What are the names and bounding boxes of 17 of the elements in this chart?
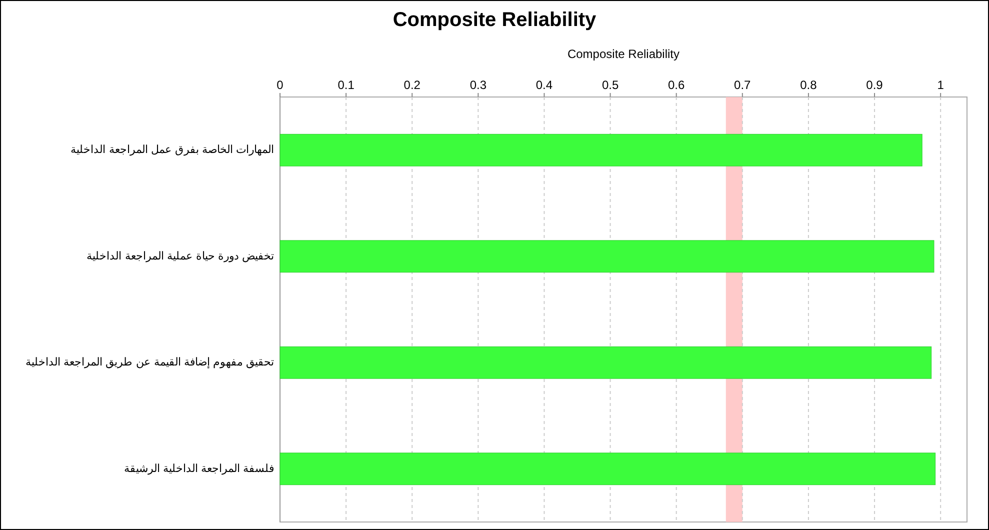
x-tick-label: 0.3	[470, 78, 487, 92]
x-tick-label: 0.5	[602, 78, 619, 92]
x-tick-label: 0.2	[404, 78, 421, 92]
x-tick-label: 0.9	[866, 78, 884, 92]
x-tick-label: 0.8	[800, 78, 818, 92]
y-tick-label: تحقيق مفهوم إضافة القيمة عن طريق المراجعة الداخلية	[26, 356, 274, 369]
x-tick-label: 0.6	[668, 78, 686, 92]
x-tick-label: 1	[937, 78, 944, 92]
chart-title: Composite Reliability	[392, 9, 598, 31]
x-tick-label: 0.1	[338, 78, 355, 92]
y-tick-label: تخفيض دورة حياة عملية المراجعة الداخلية	[86, 250, 274, 262]
x-tick-label: 0	[276, 78, 284, 92]
y-tick-label: المهارات الخاصة بفرق عمل المراجعة الداخلية	[70, 144, 274, 156]
x-axis-title: Composite Reliability	[567, 47, 680, 61]
x-tick-label: 0.7	[734, 78, 752, 92]
y-tick-label: فلسفة المراجعة الداخلية الرشيقة	[124, 462, 274, 475]
x-tick-label: 0.4	[536, 78, 553, 92]
